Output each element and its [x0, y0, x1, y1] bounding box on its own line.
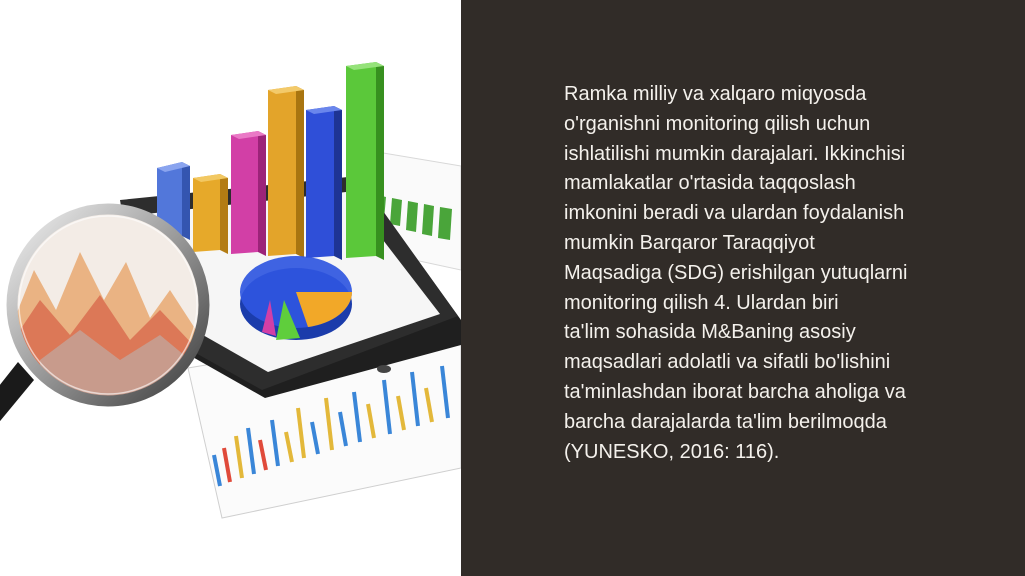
paragraph-line: monitoring qilish 4. Ulardan biri	[564, 291, 839, 314]
paragraph-line: ta'lim sohasida M&Baning asosiy	[564, 321, 856, 344]
body-paragraph: Ramka milliy va xalqaro miqyosda o'rgani…	[564, 80, 984, 467]
paragraph-line: o'rganishni monitoring qilish uchun	[564, 112, 871, 135]
paragraph-line: ishlatilishi mumkin darajalari. Ikkinchi…	[564, 142, 906, 165]
text-panel: Ramka milliy va xalqaro miqyosda o'rgani…	[461, 0, 1025, 576]
paragraph-line: mamlakatlar o'rtasida taqqoslash	[564, 172, 856, 195]
pie-chart-3d	[240, 256, 352, 340]
paragraph-line: Maqsadiga (SDG) erishilgan yutuqlarni	[564, 261, 908, 284]
paragraph-line: mumkin Barqaror Taraqqiyot	[564, 231, 815, 254]
paragraph-line: imkonini beradi va ulardan foydalanish	[564, 202, 905, 225]
paragraph-line: (YUNESKO, 2016: 116).	[564, 440, 780, 463]
analytics-illustration	[0, 0, 461, 576]
paragraph-line: maqsadlari adolatli va sifatli bo'lishin…	[564, 351, 891, 374]
paragraph-line: barcha darajalarda ta'lim berilmoqda	[564, 410, 887, 433]
analytics-illustration-graphic	[0, 62, 461, 519]
paragraph-line: Ramka milliy va xalqaro miqyosda	[564, 83, 867, 105]
paragraph-line: ta'minlashdan iborat barcha aholiga va	[564, 380, 906, 403]
magnifying-glass-icon	[0, 203, 210, 422]
